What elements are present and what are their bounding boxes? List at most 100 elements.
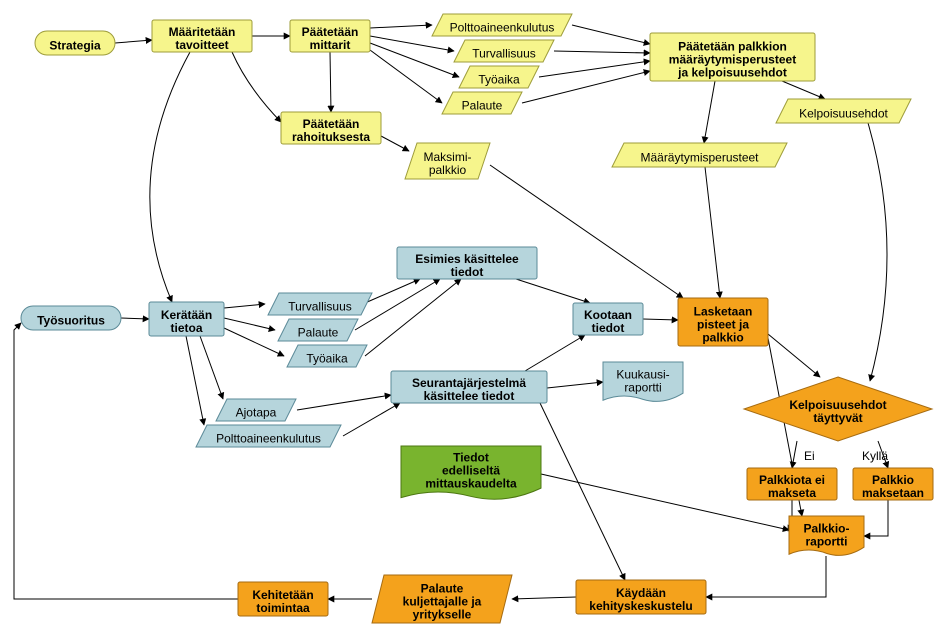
node-label: toimintaa <box>256 601 310 615</box>
node-label: Työaika <box>306 351 348 365</box>
node-keraan: Kerätääntietoa <box>149 302 224 336</box>
node-kelpoehdot_d: Kelpoisuusehdottäyttyvät <box>744 377 932 441</box>
edge-strategia-tavoitteet <box>115 40 152 43</box>
edge-tyoaika_y-palkkio_peruste <box>539 61 650 77</box>
node-seuranta: Seurantajärjestelmäkäsittelee tiedot <box>391 371 547 403</box>
edge-polttoaine_y-palkkio_peruste <box>572 25 650 44</box>
node-label: Määräytymisperusteet <box>640 150 759 164</box>
node-label: Turvallisuus <box>472 46 536 60</box>
node-label: Polttoaineenkulutus <box>216 431 321 445</box>
edge-kelpoisuusehdot-kelpoehdot_d <box>868 123 887 381</box>
edge-keraan-turvallisuus_b <box>224 304 265 308</box>
node-kehitetaan: Kehitetääntoimintaa <box>238 582 328 616</box>
edge-tyoaika_b-esimies <box>365 279 461 356</box>
node-label: makseta <box>768 486 816 500</box>
edge-palkkio_peruste-maaraytymis <box>704 81 715 143</box>
node-turvallisuus_b: Turvallisuus <box>268 293 372 315</box>
node-label: tiedot <box>592 321 625 335</box>
edge-mittarit-rahoitus <box>330 52 331 112</box>
node-label: maksetaan <box>862 486 924 500</box>
node-label: mittarit <box>310 38 351 52</box>
node-label: ja kelpoisuusehdot <box>677 65 787 79</box>
node-tyoaika_b: Työaika <box>287 345 367 367</box>
node-label: rahoituksesta <box>292 130 370 144</box>
node-ajotapa: Ajotapa <box>216 399 296 421</box>
node-esimies: Esimies käsitteleetiedot <box>397 247 537 279</box>
node-label: pisteet ja <box>697 317 749 331</box>
node-label: Ajotapa <box>236 405 277 419</box>
node-label: Polttoaineenkulutus <box>450 20 555 34</box>
node-label: Kelpoisuusehdot <box>799 106 888 120</box>
node-polttoaine_y: Polttoaineenkulutus <box>432 14 572 36</box>
node-maaraytymis: Määräytymisperusteet <box>612 143 787 167</box>
edge-seuranta-kootaan <box>525 335 585 371</box>
edge-lasketaan-kelpoehdot_d <box>768 334 820 377</box>
edge-keraan-tyoaika_b <box>224 328 284 356</box>
node-label: Palkkio- <box>803 521 849 535</box>
node-label: Kerätään <box>161 308 212 322</box>
node-label: täyttyvät <box>813 411 862 425</box>
node-ei_makseta: Palkkiota eimakseta <box>747 468 837 500</box>
edge-mittarit-polttoaine_y <box>370 25 432 28</box>
node-label: Maksimi- <box>424 150 472 164</box>
node-lasketaan: Lasketaanpisteet japalkkio <box>678 298 768 346</box>
node-strategia: Strategia <box>35 31 115 55</box>
node-label: Palkkio <box>872 473 914 487</box>
edge-kehitetaan-tyosuoritus <box>14 323 238 599</box>
edge-polttoaine_b-seuranta <box>343 403 400 436</box>
edge-label: Kyllä <box>862 449 888 463</box>
node-palaute_b: Palaute <box>278 319 358 341</box>
node-label: Käydään <box>616 586 666 600</box>
edge-kelpoehdot_d-ei_makseta <box>792 441 797 468</box>
node-label: Strategia <box>49 38 101 52</box>
node-label: kehityskeskustelu <box>589 599 692 613</box>
edge-palkkioraportti-kehityskesk <box>706 556 826 597</box>
edge-esimies-kootaan <box>516 279 590 303</box>
node-label: Kootaan <box>584 308 632 322</box>
node-rahoitus: Päätetäänrahoituksesta <box>281 112 381 144</box>
edge-palaute_b-esimies <box>355 279 440 330</box>
node-label: Tiedot <box>453 451 489 465</box>
node-kehityskesk: Käydäänkehityskeskustelu <box>576 580 706 614</box>
node-palaute_kulj: Palautekuljettajalle jayritykselle <box>372 575 512 623</box>
node-label: Kehitetään <box>252 588 313 602</box>
node-label: raportti <box>624 380 661 394</box>
node-label: Päätetään <box>303 117 360 131</box>
edge-palkkio_peruste-kelpoisuusehdot <box>782 81 825 99</box>
edge-seuranta-kuukausi <box>547 382 603 388</box>
node-kootaan: Kootaantiedot <box>573 303 643 335</box>
node-label: kuljettajalle ja <box>403 594 482 608</box>
node-maksetaan: Palkkiomaksetaan <box>853 468 933 500</box>
edge-palaute_y-palkkio_peruste <box>522 71 650 103</box>
edge-keraan-palaute_b <box>224 318 275 330</box>
edge-seuranta-kehityskesk <box>540 403 625 580</box>
edge-keraan-polttoaine_b <box>186 336 204 425</box>
node-label: palkkio <box>702 330 743 344</box>
edge-tyosuoritus-keraan <box>121 318 149 319</box>
node-label: Työaika <box>478 72 520 86</box>
edge-tavoitteet-keraan <box>150 52 190 302</box>
node-label: palkkio <box>429 163 467 177</box>
node-label: käsittelee tiedot <box>424 389 515 403</box>
node-kelpoisuusehdot: Kelpoisuusehdot <box>776 99 911 123</box>
node-label: määräytymisperusteet <box>669 52 796 66</box>
node-label: raportti <box>806 534 848 548</box>
node-label: Turvallisuus <box>288 299 352 313</box>
node-label: edelliseltä <box>442 464 500 478</box>
edge-turvallisuus_y-palkkio_peruste <box>554 51 650 53</box>
edge-rahoitus-maksimipalkkio <box>381 136 409 151</box>
node-maksimipalkkio: Maksimi-palkkio <box>405 143 490 179</box>
edge-label: Ei <box>804 449 815 463</box>
node-mittarit: Päätetäänmittarit <box>290 20 370 52</box>
node-label: Kelpoisuusehdot <box>789 398 886 412</box>
node-edellinen: Tiedotedelliseltämittauskaudelta <box>401 446 541 499</box>
node-label: tavoitteet <box>175 38 228 52</box>
node-tyosuoritus: Työsuoritus <box>21 306 121 330</box>
node-label: mittauskaudelta <box>425 477 517 491</box>
node-tavoitteet: Määritetääntavoitteet <box>152 20 252 52</box>
node-label: Päätetään palkkion <box>678 39 787 53</box>
node-label: tiedot <box>451 265 484 279</box>
node-polttoaine_b: Polttoaineenkulutus <box>196 425 341 447</box>
node-label: yritykselle <box>413 607 472 621</box>
node-label: Seurantajärjestelmä <box>412 376 526 390</box>
